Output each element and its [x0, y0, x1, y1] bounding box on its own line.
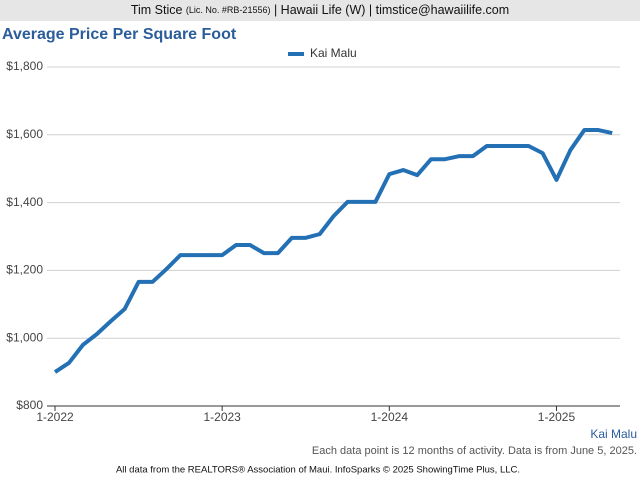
y-tick-label: $1,000 [6, 330, 43, 344]
chart-title: Average Price Per Square Foot [2, 26, 237, 43]
y-tick-label: $800 [16, 398, 43, 412]
y-tick-label: $1,800 [6, 59, 43, 73]
legend-label: Kai Malu [310, 46, 357, 60]
agent-name: Tim Stice [131, 3, 183, 17]
header-bar [0, 0, 640, 21]
plot: $800 $1,000 $1,200 $1,400 $1,600 $1,800 1-2022… [6, 46, 620, 424]
header: Tim Stice (Lic. No. #RB-21556) | Hawaii … [131, 3, 509, 17]
series-line [53, 128, 613, 374]
x-tick-label: 1-2022 [36, 410, 74, 424]
y-tick-label: $1,400 [6, 195, 43, 209]
credit: All data from the REALTORS® Association … [116, 465, 520, 476]
y-tick-label: $1,200 [6, 263, 43, 277]
series-note: Kai Malu [590, 427, 637, 441]
x-tick-label: 1-2024 [371, 410, 409, 424]
y-tick-label: $1,600 [6, 127, 43, 141]
license: (Lic. No. #RB-21556) [186, 5, 271, 15]
x-tick-label: 1-2025 [538, 410, 576, 424]
x-tick-label: 1-2023 [203, 410, 241, 424]
data-note: Each data point is 12 months of activity… [312, 445, 637, 457]
agency: | Hawaii Life (W) | timstice@hawaiilife.… [274, 3, 509, 17]
